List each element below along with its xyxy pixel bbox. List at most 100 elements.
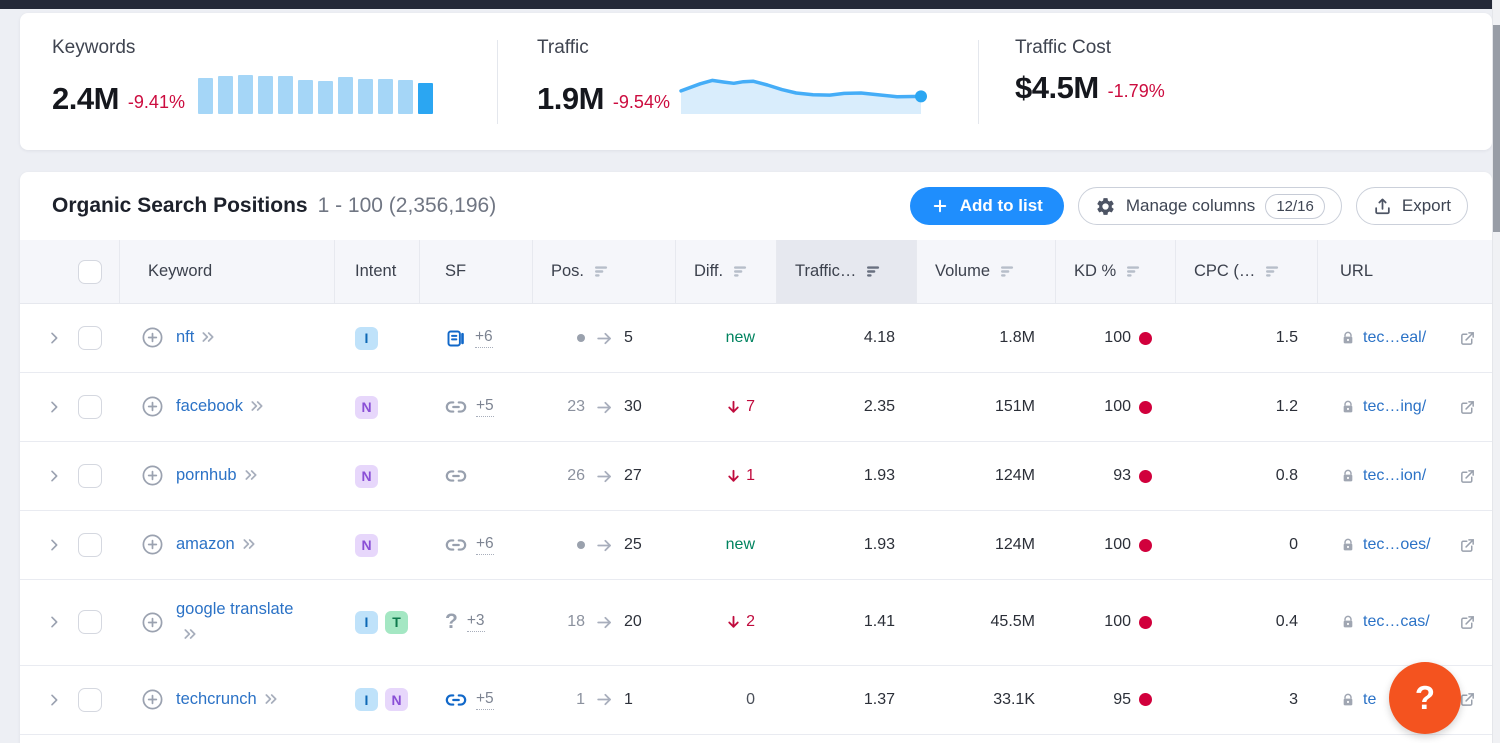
- url-link[interactable]: tec…ion/: [1363, 467, 1427, 484]
- kd-dot: [1139, 538, 1152, 552]
- help-button[interactable]: ?: [1389, 662, 1461, 734]
- expand-row-icon[interactable]: [46, 330, 62, 346]
- intent-badge-n: N: [355, 533, 378, 557]
- volume-cell: 151M: [994, 398, 1035, 415]
- keyword-cell: nft: [120, 308, 335, 368]
- sf-extra-count[interactable]: +5: [476, 690, 494, 710]
- double-chevron-icon[interactable]: [263, 691, 279, 707]
- table-header-bar: Organic Search Positions 1 - 100 (2,356,…: [20, 172, 1492, 240]
- expand-row-icon[interactable]: [46, 537, 62, 553]
- cpc-cell: 0: [1289, 536, 1298, 553]
- kd-dot: [1139, 331, 1152, 345]
- keywords-stat: Keywords 2.4M -9.41%: [52, 13, 433, 150]
- lock-icon: [1340, 614, 1356, 630]
- keyword-link[interactable]: amazon: [176, 535, 235, 554]
- column-header-cpc[interactable]: CPC (…: [1176, 240, 1318, 303]
- add-keyword-icon[interactable]: [141, 533, 164, 556]
- double-chevron-icon[interactable]: [200, 329, 216, 345]
- pos-to: 1: [624, 690, 633, 708]
- column-header-diff[interactable]: Diff.: [676, 240, 777, 303]
- keyword-link[interactable]: techcrunch: [176, 689, 257, 708]
- keywords-bar: [237, 74, 253, 114]
- row-checkbox[interactable]: [78, 533, 102, 557]
- double-chevron-icon[interactable]: [241, 536, 257, 552]
- keywords-bar-chart: [197, 72, 433, 114]
- external-link-icon[interactable]: [1459, 691, 1476, 708]
- diff-cell: 2: [676, 613, 777, 631]
- add-to-list-button[interactable]: Add to list: [909, 187, 1064, 225]
- double-chevron-icon[interactable]: [243, 467, 259, 483]
- sf-extra-count[interactable]: +5: [476, 397, 494, 417]
- intent-cell: N: [335, 395, 420, 419]
- add-keyword-icon[interactable]: [141, 326, 164, 349]
- intent-badge-i: I: [355, 610, 378, 634]
- double-chevron-icon[interactable]: [249, 398, 265, 414]
- cpc-cell: 0.8: [1275, 467, 1298, 484]
- add-keyword-icon[interactable]: [141, 395, 164, 418]
- volume-cell: 33.1K: [993, 690, 1035, 708]
- add-keyword-icon[interactable]: [141, 611, 164, 634]
- kd-cell: 93: [1056, 467, 1176, 485]
- column-header-pos[interactable]: Pos.: [533, 240, 676, 303]
- url-link[interactable]: tec…oes/: [1363, 536, 1431, 553]
- pos-cell: 18 20: [533, 613, 676, 632]
- row-checkbox[interactable]: [78, 610, 102, 635]
- expand-row-icon[interactable]: [46, 692, 62, 708]
- pos-from: [551, 541, 585, 549]
- traffic-cell: 1.93: [863, 467, 895, 484]
- expand-row-icon[interactable]: [46, 468, 62, 484]
- row-checkbox[interactable]: [78, 395, 102, 419]
- export-button[interactable]: Export: [1355, 187, 1468, 225]
- table-row: pornhub N 26 27 1 1.93 124M 93 0.8 tec…i…: [20, 442, 1492, 511]
- external-link-icon[interactable]: [1459, 537, 1476, 554]
- external-link-icon[interactable]: [1459, 468, 1476, 485]
- pos-to: 25: [624, 536, 642, 553]
- sf-extra-count[interactable]: +6: [476, 535, 494, 555]
- add-keyword-icon[interactable]: [141, 464, 164, 487]
- url-link[interactable]: tec…ing/: [1363, 398, 1427, 415]
- expand-row-icon[interactable]: [46, 614, 62, 630]
- manage-columns-button[interactable]: Manage columns 12/16: [1077, 187, 1342, 225]
- url-link[interactable]: tec…cas/: [1363, 613, 1430, 631]
- keyword-link[interactable]: nft: [176, 328, 195, 347]
- add-keyword-icon[interactable]: [141, 688, 164, 711]
- scrollbar-thumb[interactable]: [1493, 25, 1500, 232]
- external-link-icon[interactable]: [1459, 399, 1476, 416]
- intent-cell: N: [335, 464, 420, 488]
- sitelinks-icon: [445, 689, 467, 711]
- diff-cell: 1: [676, 467, 777, 485]
- column-header-traffic[interactable]: Traffic…: [777, 240, 917, 303]
- expand-row-icon[interactable]: [46, 399, 62, 415]
- select-all-checkbox[interactable]: [78, 259, 102, 284]
- question-icon: ?: [445, 610, 458, 634]
- column-header-volume[interactable]: Volume: [917, 240, 1056, 303]
- url-cell: te: [1318, 691, 1492, 709]
- column-header-kd[interactable]: KD %: [1056, 240, 1176, 303]
- row-checkbox[interactable]: [78, 326, 102, 350]
- table-row: amazon N +6 25 new 1.93 124M 100 0 tec…o…: [20, 511, 1492, 580]
- keyword-link[interactable]: google translate: [176, 600, 294, 618]
- new-position-dot: [577, 541, 585, 549]
- double-chevron-icon[interactable]: [182, 626, 198, 642]
- keywords-value: 2.4M: [52, 81, 119, 116]
- external-link-icon[interactable]: [1459, 614, 1476, 631]
- keyword-link[interactable]: pornhub: [176, 466, 237, 485]
- keywords-bar: [357, 78, 373, 114]
- row-checkbox[interactable]: [78, 464, 102, 488]
- external-link-icon[interactable]: [1459, 330, 1476, 347]
- kd-value: 95: [1113, 690, 1131, 708]
- lock-icon: [1340, 330, 1356, 346]
- pos-from: 26: [567, 467, 585, 484]
- lock-icon: [1340, 468, 1356, 484]
- arrow-down-icon: [725, 614, 742, 631]
- row-checkbox[interactable]: [78, 687, 102, 712]
- url-link[interactable]: te: [1363, 690, 1377, 708]
- sf-extra-count[interactable]: +6: [475, 328, 493, 348]
- lock-icon: [1340, 692, 1356, 708]
- url-link[interactable]: tec…eal/: [1363, 329, 1427, 346]
- sf-extra-count[interactable]: +3: [466, 612, 485, 633]
- column-header-keyword: Keyword: [120, 240, 335, 303]
- keyword-link[interactable]: facebook: [176, 397, 243, 416]
